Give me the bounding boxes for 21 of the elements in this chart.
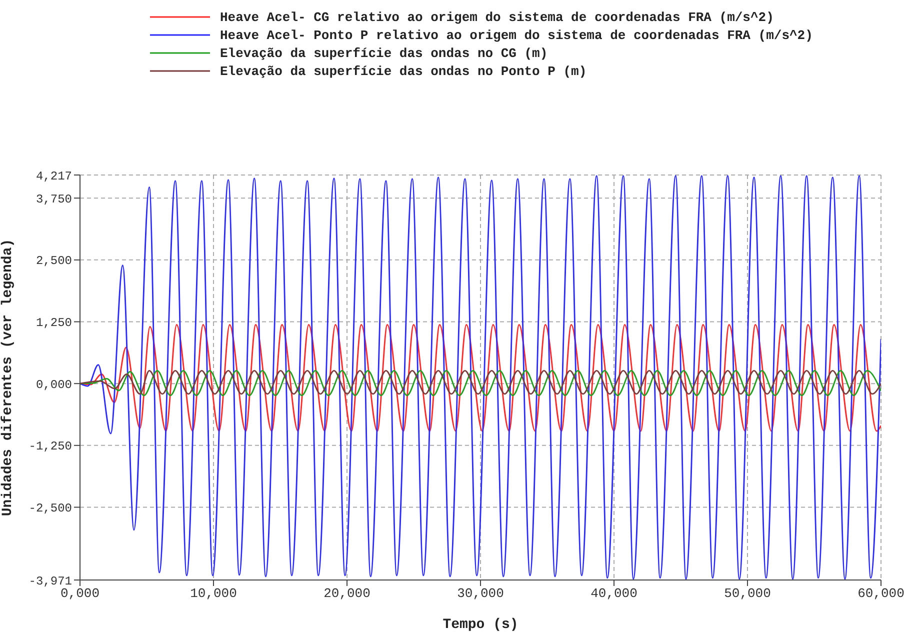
y-tick-label: -2,500 xyxy=(28,502,72,516)
x-tick-label: 60,000 xyxy=(858,586,904,602)
y-tick-label: -1,250 xyxy=(28,440,72,454)
legend-label: Heave Acel- CG relativo ao origem do sistema de coordenadas FRA (m/s^2) xyxy=(220,10,774,24)
x-tick-label: 10,000 xyxy=(190,586,237,602)
y-tick-label: 1,250 xyxy=(36,316,72,330)
legend-label: Elevação da superfície das ondas no Ponto P (m) xyxy=(220,64,587,78)
x-tick-label: 0,000 xyxy=(60,586,100,602)
y-tick-label: 0,000 xyxy=(36,378,72,392)
x-axis-title: Tempo (s) xyxy=(442,617,518,632)
x-tick-label: 40,000 xyxy=(590,586,638,602)
y-axis-title: Unidades diferentes (ver legenda) xyxy=(0,238,16,516)
x-tick-label: 50,000 xyxy=(724,586,771,602)
y-tick-label: 4,217 xyxy=(36,169,72,184)
y-tick-label: -3,971 xyxy=(28,574,72,588)
legend-label: Elevação da superfície das ondas no CG (m) xyxy=(220,46,548,60)
x-tick-label: 20,000 xyxy=(324,586,370,602)
y-tick-label: 3,750 xyxy=(36,192,72,206)
x-tick-label: 30,000 xyxy=(457,586,504,602)
legend-label: Heave Acel- Ponto P relativo ao origem do sistema de coordenadas FRA (m/s^2) xyxy=(220,28,813,42)
y-tick-label: 2,500 xyxy=(36,254,72,268)
